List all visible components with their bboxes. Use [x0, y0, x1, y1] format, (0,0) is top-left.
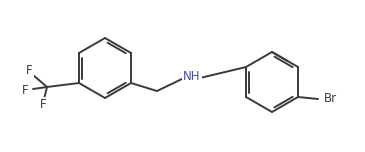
Text: NH: NH: [183, 69, 201, 83]
Text: F: F: [40, 98, 46, 112]
Text: Br: Br: [323, 93, 337, 105]
Text: F: F: [26, 64, 32, 78]
Text: F: F: [22, 85, 28, 97]
